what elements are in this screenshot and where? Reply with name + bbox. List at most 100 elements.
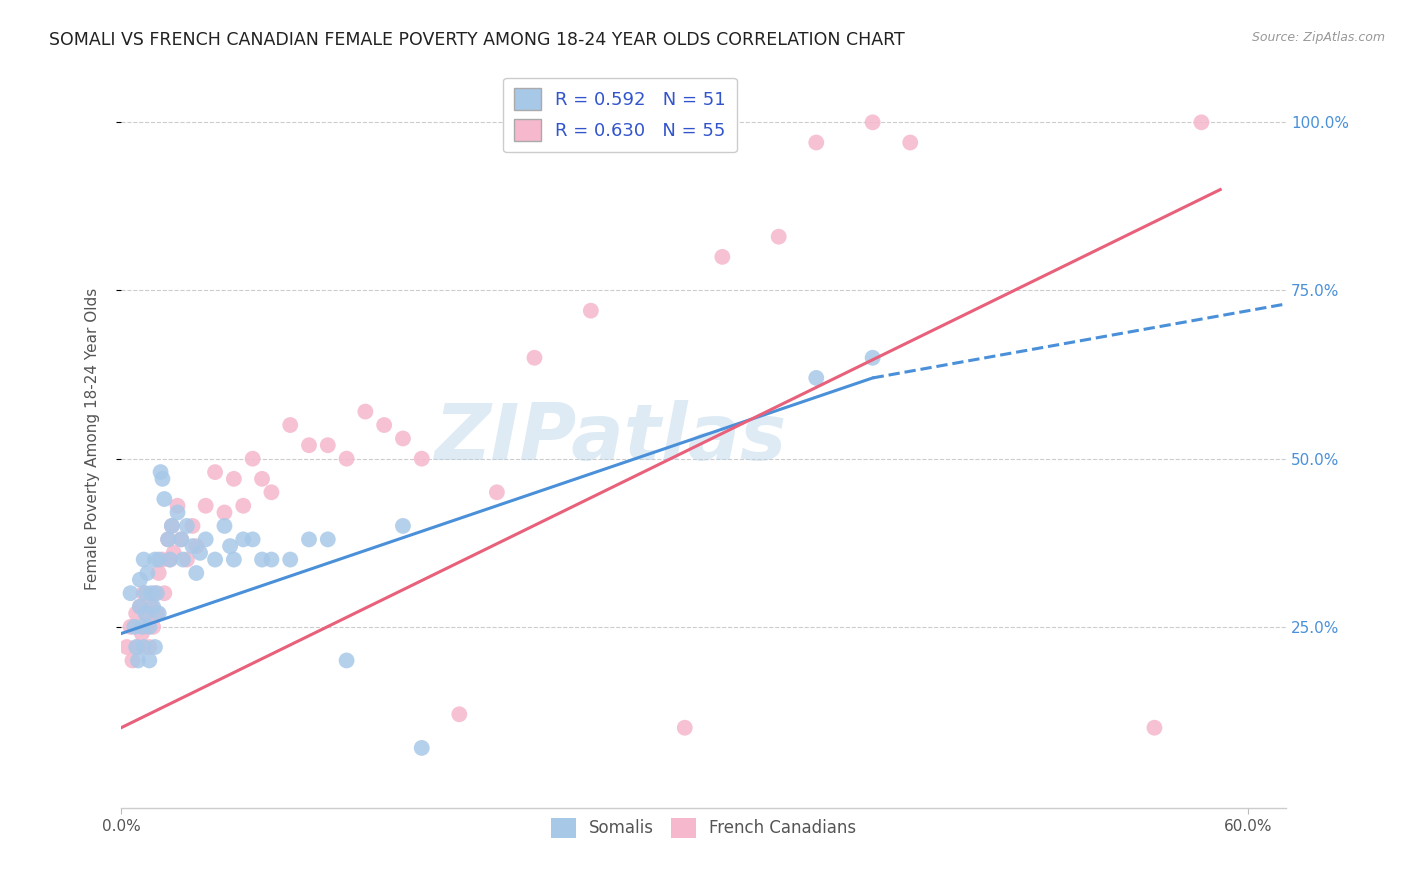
Point [142, 599, 165, 614]
Point [222, 472, 245, 486]
Point [194, 533, 217, 547]
Point [138, 620, 160, 634]
Point [204, 465, 226, 479]
Point [806, 136, 828, 150]
Point [170, 533, 193, 547]
Point [149, 465, 172, 479]
Point [143, 586, 166, 600]
Point [194, 499, 217, 513]
Point [132, 586, 155, 600]
Point [222, 552, 245, 566]
Point [278, 552, 301, 566]
Point [232, 499, 254, 513]
Point [129, 573, 152, 587]
Point [152, 472, 174, 486]
Point [127, 653, 149, 667]
Point [143, 640, 166, 654]
Point [120, 620, 142, 634]
Point [163, 546, 186, 560]
Point [136, 566, 159, 580]
Point [115, 640, 138, 654]
Text: SOMALI VS FRENCH CANADIAN FEMALE POVERTY AMONG 18-24 YEAR OLDS CORRELATION CHART: SOMALI VS FRENCH CANADIAN FEMALE POVERTY… [49, 31, 905, 49]
Point [392, 519, 415, 533]
Point [138, 640, 160, 654]
Point [260, 485, 283, 500]
Point [129, 599, 152, 614]
Point [153, 491, 176, 506]
Point [232, 533, 254, 547]
Point [242, 451, 264, 466]
Point [132, 640, 155, 654]
Point [392, 432, 415, 446]
Point [214, 519, 236, 533]
Point [160, 519, 183, 533]
Point [219, 539, 242, 553]
Point [188, 546, 211, 560]
Point [176, 519, 198, 533]
Point [186, 566, 208, 580]
Point [142, 620, 165, 634]
Point [176, 552, 198, 566]
Point [336, 451, 359, 466]
Point [135, 607, 157, 621]
Point [485, 485, 508, 500]
Point [127, 640, 149, 654]
Point [579, 303, 602, 318]
Point [316, 533, 339, 547]
Point [135, 620, 157, 634]
Point [157, 533, 180, 547]
Point [298, 533, 321, 547]
Point [316, 438, 339, 452]
Point [148, 607, 170, 621]
Point [136, 607, 159, 621]
Point [148, 552, 170, 566]
Point [250, 552, 273, 566]
Point [204, 552, 226, 566]
Point [120, 586, 142, 600]
Point [121, 653, 143, 667]
Point [336, 653, 359, 667]
Point [172, 552, 194, 566]
Point [138, 653, 160, 667]
Point [152, 552, 174, 566]
Point [449, 707, 471, 722]
Point [278, 417, 301, 432]
Point [141, 599, 163, 614]
Point [260, 552, 283, 566]
Point [181, 519, 204, 533]
Point [170, 533, 193, 547]
Point [806, 371, 828, 385]
Legend: Somalis, French Canadians: Somalis, French Canadians [544, 811, 863, 845]
Point [862, 351, 884, 365]
Point [159, 552, 181, 566]
Point [242, 533, 264, 547]
Point [129, 599, 152, 614]
Point [250, 472, 273, 486]
Point [143, 552, 166, 566]
Point [141, 586, 163, 600]
Point [186, 539, 208, 553]
Point [898, 136, 921, 150]
Point [411, 451, 433, 466]
Point [131, 626, 153, 640]
Point [131, 620, 153, 634]
Point [146, 586, 169, 600]
Point [132, 552, 155, 566]
Point [862, 115, 884, 129]
Point [1189, 115, 1212, 129]
Point [159, 552, 181, 566]
Point [373, 417, 395, 432]
Text: Source: ZipAtlas.com: Source: ZipAtlas.com [1251, 31, 1385, 45]
Point [523, 351, 546, 365]
Point [157, 533, 180, 547]
Point [160, 519, 183, 533]
Point [214, 506, 236, 520]
Point [166, 499, 188, 513]
Point [166, 506, 188, 520]
Point [125, 640, 148, 654]
Point [125, 607, 148, 621]
Point [153, 586, 176, 600]
Point [298, 438, 321, 452]
Point [673, 721, 696, 735]
Point [354, 404, 377, 418]
